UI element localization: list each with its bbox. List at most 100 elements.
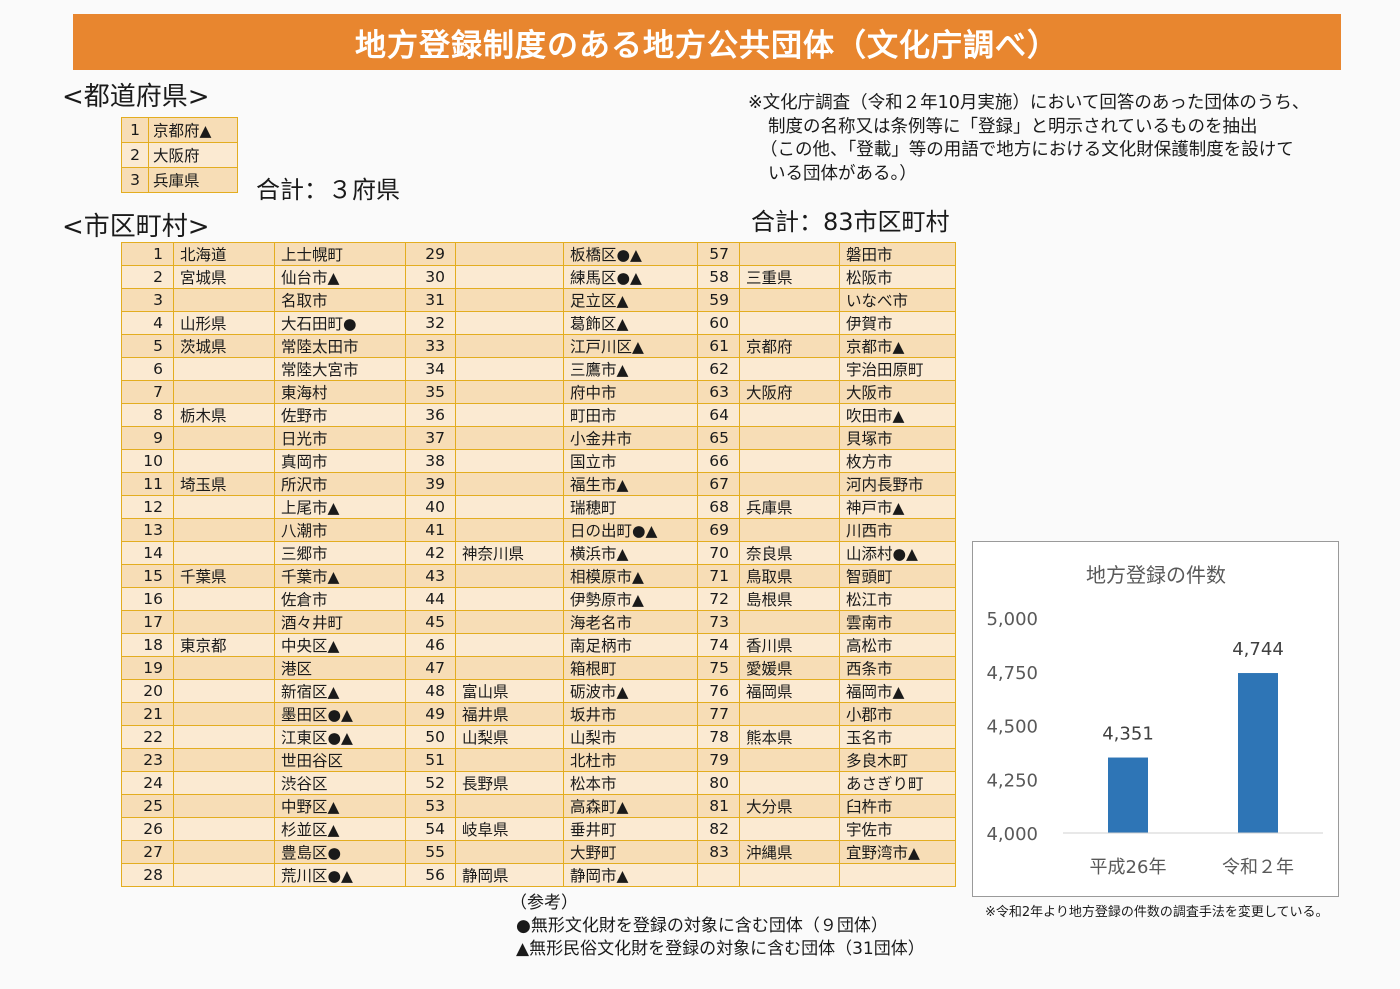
municipality-number: 69 — [697, 518, 740, 542]
municipality-name: 西条市 — [839, 656, 956, 680]
municipality-prefecture — [173, 840, 275, 864]
municipality-name: 南足柄市 — [563, 633, 698, 657]
municipality-prefecture: 茨城県 — [173, 334, 275, 358]
municipality-number: 67 — [697, 472, 740, 496]
reference-legend: （参考） ●無形文化財を登録の対象に含む団体（９団体） ▲無形民俗文化財を登録の… — [510, 892, 925, 961]
municipality-prefecture: 愛媛県 — [739, 656, 840, 680]
municipality-number: 4 — [121, 311, 174, 335]
municipality-name: 宇治田原町 — [839, 357, 956, 381]
prefecture-name: 京都府▲ — [148, 117, 238, 143]
municipality-number: 47 — [405, 656, 456, 680]
municipality-prefecture — [173, 656, 275, 680]
municipality-row: 28 荒川区●▲ 56 静岡県 静岡市▲ — [121, 863, 956, 887]
municipality-prefecture — [739, 817, 840, 841]
municipality-prefecture — [173, 495, 275, 519]
municipality-name: 千葉市▲ — [274, 564, 406, 588]
municipality-number: 3 — [121, 288, 174, 312]
municipality-name: 中野区▲ — [274, 794, 406, 818]
municipality-name: 吹田市▲ — [839, 403, 956, 427]
prefecture-row: 3 兵庫県 — [121, 167, 238, 193]
municipality-name: 砺波市▲ — [563, 679, 698, 703]
municipality-prefecture: 千葉県 — [173, 564, 275, 588]
municipality-prefecture — [455, 242, 564, 266]
municipality-name: 垂井町 — [563, 817, 698, 841]
municipality-name: あさぎり町 — [839, 771, 956, 795]
municipality-prefecture — [739, 863, 840, 887]
municipality-prefecture — [455, 288, 564, 312]
municipality-row: 26 杉並区▲ 54 岐阜県 垂井町 82 宇佐市 — [121, 817, 956, 841]
municipality-number: 81 — [697, 794, 740, 818]
municipality-prefecture: 福井県 — [455, 702, 564, 726]
municipality-row: 3 名取市 31 足立区▲ 59 いなべ市 — [121, 288, 956, 312]
municipality-number: 35 — [405, 380, 456, 404]
municipality-prefecture — [455, 840, 564, 864]
prefecture-name: 大阪府 — [148, 142, 238, 168]
municipality-name: 足立区▲ — [563, 288, 698, 312]
municipality-prefecture: 大分県 — [739, 794, 840, 818]
municipality-number: 58 — [697, 265, 740, 289]
municipality-number: 61 — [697, 334, 740, 358]
municipality-row: 1 北海道 上士幌町 29 板橋区●▲ 57 磐田市 — [121, 242, 956, 266]
municipality-number: 71 — [697, 564, 740, 588]
municipality-prefecture — [173, 587, 275, 611]
municipality-name: 松本市 — [563, 771, 698, 795]
municipality-number: 36 — [405, 403, 456, 427]
municipality-number: 2 — [121, 265, 174, 289]
municipality-row: 13 八潮市 41 日の出町●▲ 69 川西市 — [121, 518, 956, 542]
municipality-number: 13 — [121, 518, 174, 542]
municipality-name: 三郷市 — [274, 541, 406, 565]
municipality-prefecture: 熊本県 — [739, 725, 840, 749]
prefecture-heading: <都道府県> — [62, 82, 210, 112]
municipality-row: 23 世田谷区 51 北杜市 79 多良木町 — [121, 748, 956, 772]
municipality-name: 所沢市 — [274, 472, 406, 496]
municipality-prefecture: 静岡県 — [455, 863, 564, 887]
page-title: 地方登録制度のある地方公共団体（文化庁調べ） — [73, 14, 1341, 70]
x-tick-label: 平成26年 — [1090, 857, 1167, 878]
municipality-name: 練馬区●▲ — [563, 265, 698, 289]
municipality-name: 杉並区▲ — [274, 817, 406, 841]
prefecture-number: 3 — [121, 167, 149, 193]
municipality-name: 臼杵市 — [839, 794, 956, 818]
prefecture-total: 合計：３府県 — [256, 176, 400, 204]
municipality-number: 44 — [405, 587, 456, 611]
municipality-number: 64 — [697, 403, 740, 427]
municipality-name: 多良木町 — [839, 748, 956, 772]
municipality-row: 8 栃木県 佐野市 36 町田市 64 吹田市▲ — [121, 403, 956, 427]
municipality-name: 伊賀市 — [839, 311, 956, 335]
municipality-number: 8 — [121, 403, 174, 427]
municipality-number: 43 — [405, 564, 456, 588]
municipality-name: 板橋区●▲ — [563, 242, 698, 266]
municipality-name: 町田市 — [563, 403, 698, 427]
reference-heading: （参考） — [510, 893, 578, 913]
municipality-prefecture: 兵庫県 — [739, 495, 840, 519]
municipality-number: 80 — [697, 771, 740, 795]
municipality-number: 73 — [697, 610, 740, 634]
municipality-number: 46 — [405, 633, 456, 657]
municipality-name: 常陸大宮市 — [274, 357, 406, 381]
municipality-number: 74 — [697, 633, 740, 657]
municipality-prefecture — [173, 771, 275, 795]
municipality-row: 19 港区 47 箱根町 75 愛媛県 西条市 — [121, 656, 956, 680]
municipality-number: 25 — [121, 794, 174, 818]
municipality-name: 江戸川区▲ — [563, 334, 698, 358]
municipality-number: 5 — [121, 334, 174, 358]
municipality-prefecture: 鳥取県 — [739, 564, 840, 588]
municipality-name: 松阪市 — [839, 265, 956, 289]
municipality-number: 41 — [405, 518, 456, 542]
municipality-row: 17 酒々井町 45 海老名市 73 雲南市 — [121, 610, 956, 634]
municipality-name: 川西市 — [839, 518, 956, 542]
municipality-name: 横浜市▲ — [563, 541, 698, 565]
municipality-number: 22 — [121, 725, 174, 749]
municipality-prefecture — [173, 541, 275, 565]
municipality-prefecture: 神奈川県 — [455, 541, 564, 565]
municipality-prefecture — [173, 817, 275, 841]
municipality-number: 19 — [121, 656, 174, 680]
municipality-prefecture — [455, 426, 564, 450]
municipality-name: 世田谷区 — [274, 748, 406, 772]
municipality-number: 30 — [405, 265, 456, 289]
municipality-name: 八潮市 — [274, 518, 406, 542]
municipality-row: 18 東京都 中央区▲ 46 南足柄市 74 香川県 高松市 — [121, 633, 956, 657]
municipality-name: 京都市▲ — [839, 334, 956, 358]
municipality-prefecture — [739, 311, 840, 335]
municipality-name: 豊島区● — [274, 840, 406, 864]
